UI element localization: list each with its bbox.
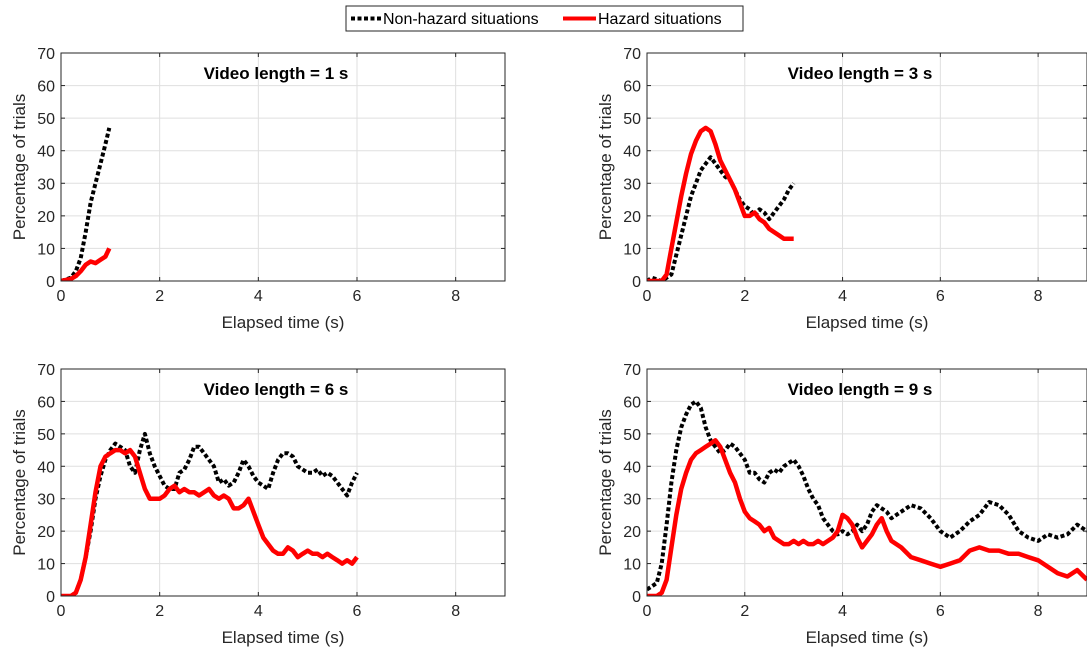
x-tick-label: 0 bbox=[643, 603, 652, 620]
y-tick-label: 40 bbox=[37, 144, 55, 161]
y-tick-label: 10 bbox=[37, 241, 55, 258]
y-tick-label: 20 bbox=[623, 524, 641, 541]
x-tick-label: 0 bbox=[57, 288, 66, 305]
y-tick-label: 0 bbox=[46, 274, 55, 291]
x-axis-label: Elapsed time (s) bbox=[222, 628, 345, 647]
legend: Non-hazard situations Hazard situations bbox=[345, 5, 744, 32]
y-tick-label: 70 bbox=[37, 46, 55, 63]
y-tick-label: 60 bbox=[37, 79, 55, 96]
x-tick-label: 8 bbox=[451, 288, 460, 305]
x-tick-label: 4 bbox=[254, 288, 263, 305]
series-hazard-line bbox=[647, 125, 794, 281]
y-tick-label: 60 bbox=[623, 79, 641, 96]
x-tick-label: 6 bbox=[936, 603, 945, 620]
y-tick-label: 60 bbox=[37, 394, 55, 411]
y-tick-label: 60 bbox=[623, 394, 641, 411]
chart-panel-1: 0 2 4 6 8 0 10 20 30 40 50 60 70 Video length = 1 s El… bbox=[10, 46, 506, 332]
x-tick-label: 8 bbox=[1034, 603, 1043, 620]
x-tick-label: 0 bbox=[57, 603, 66, 620]
y-tick-label: 0 bbox=[632, 589, 641, 606]
axes-box bbox=[60, 52, 506, 282]
series-non-hazard-line bbox=[647, 155, 796, 281]
x-tick-label: 6 bbox=[936, 288, 945, 305]
x-tick-label: 2 bbox=[740, 603, 749, 620]
chart-panel-4: 0 2 4 6 8 0 10 20 30 40 50 60 70 Video length = 9 s El… bbox=[596, 362, 1087, 647]
y-axis-label: Percentage of trials bbox=[596, 409, 615, 555]
y-tick-label: 10 bbox=[37, 557, 55, 574]
y-tick-label: 70 bbox=[623, 362, 641, 379]
series-non-hazard-line bbox=[61, 431, 359, 596]
plot-area bbox=[61, 53, 505, 281]
y-tick-label: 0 bbox=[46, 589, 55, 606]
series-hazard-line bbox=[61, 447, 359, 596]
x-tick-label: 2 bbox=[155, 603, 164, 620]
axes-box bbox=[60, 368, 506, 597]
y-tick-label: 50 bbox=[37, 111, 55, 128]
x-tick-label: 4 bbox=[254, 603, 263, 620]
y-tick-label: 30 bbox=[623, 176, 641, 193]
y-tick-label: 40 bbox=[37, 459, 55, 476]
plot-area bbox=[647, 369, 1087, 596]
y-tick-label: 20 bbox=[37, 209, 55, 226]
x-axis-label: Elapsed time (s) bbox=[806, 628, 929, 647]
y-tick-label: 50 bbox=[623, 111, 641, 128]
y-axis-label: Percentage of trials bbox=[10, 94, 29, 240]
x-tick-label: 8 bbox=[1034, 288, 1043, 305]
y-tick-label: 40 bbox=[623, 459, 641, 476]
series-hazard-line bbox=[61, 247, 112, 281]
y-tick-label: 30 bbox=[37, 176, 55, 193]
chart-panel-2: 0 2 4 6 8 0 10 20 30 40 50 60 70 Video length = 3 s El… bbox=[596, 46, 1087, 332]
y-axis-label: Percentage of trials bbox=[596, 94, 615, 240]
series-hazard-line bbox=[647, 438, 1087, 596]
x-axis-label: Elapsed time (s) bbox=[222, 313, 345, 332]
y-tick-label: 20 bbox=[37, 524, 55, 541]
plot-area bbox=[61, 369, 505, 596]
y-tick-label: 70 bbox=[623, 46, 641, 63]
axes-box bbox=[646, 368, 1087, 597]
panel-title: Video length = 1 s bbox=[204, 64, 349, 83]
y-tick-label: 30 bbox=[37, 492, 55, 509]
axes-box bbox=[646, 52, 1087, 282]
panel-title: Video length = 6 s bbox=[204, 380, 349, 399]
x-tick-label: 0 bbox=[643, 288, 652, 305]
y-tick-label: 10 bbox=[623, 241, 641, 258]
y-tick-label: 70 bbox=[37, 362, 55, 379]
y-tick-label: 50 bbox=[623, 427, 641, 444]
x-tick-label: 8 bbox=[451, 603, 460, 620]
x-tick-label: 2 bbox=[155, 288, 164, 305]
y-axis-label: Percentage of trials bbox=[10, 409, 29, 555]
legend-label-hazard: Hazard situations bbox=[598, 11, 722, 28]
legend-label-non-hazard: Non-hazard situations bbox=[383, 11, 539, 28]
x-tick-label: 6 bbox=[353, 603, 362, 620]
y-tick-label: 40 bbox=[623, 144, 641, 161]
y-tick-label: 50 bbox=[37, 427, 55, 444]
y-tick-label: 10 bbox=[623, 557, 641, 574]
plot-area bbox=[647, 53, 1087, 281]
y-tick-label: 0 bbox=[632, 274, 641, 291]
x-axis-label: Elapsed time (s) bbox=[806, 313, 929, 332]
x-tick-label: 2 bbox=[740, 288, 749, 305]
panel-title: Video length = 9 s bbox=[788, 380, 933, 399]
y-tick-label: 30 bbox=[623, 492, 641, 509]
chart-panel-3: 0 2 4 6 8 0 10 20 30 40 50 60 70 Video length = 6 s El… bbox=[10, 362, 506, 647]
panel-title: Video length = 3 s bbox=[788, 64, 933, 83]
x-tick-label: 4 bbox=[838, 288, 847, 305]
y-tick-label: 20 bbox=[623, 209, 641, 226]
series-non-hazard-line bbox=[647, 399, 1087, 592]
x-tick-label: 4 bbox=[838, 603, 847, 620]
x-tick-label: 6 bbox=[353, 288, 362, 305]
